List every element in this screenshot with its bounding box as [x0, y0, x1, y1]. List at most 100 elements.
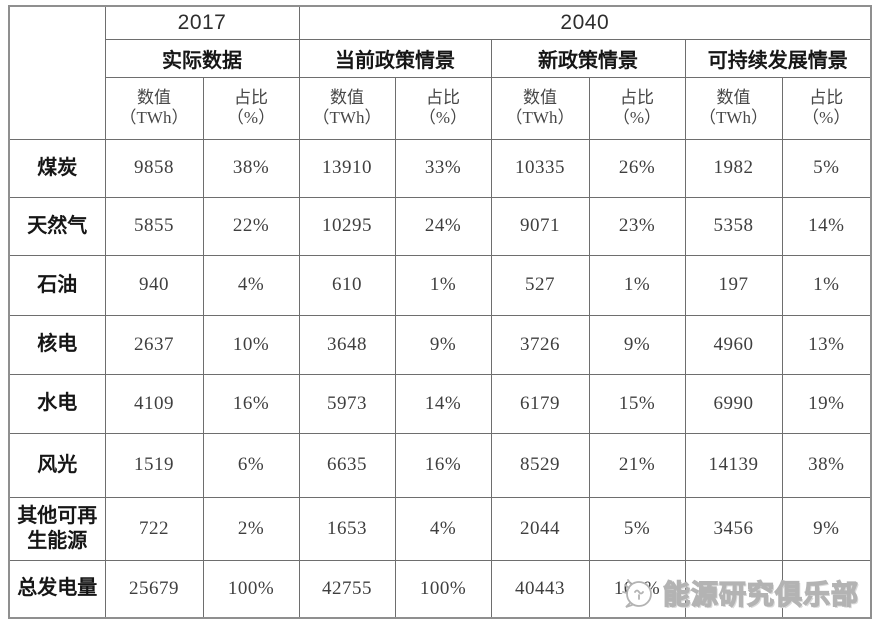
metric-share-unit: （%）	[612, 108, 662, 127]
data-cell: 10335	[490, 138, 590, 198]
data-cell: 3726	[490, 314, 590, 375]
data-cell: 21%	[588, 432, 686, 498]
data-cell: 26%	[588, 138, 686, 198]
data-cell: 24%	[394, 196, 492, 256]
table-row-nuclear: 核电 2637 10% 3648 9% 3726 9% 4960 13%	[8, 314, 872, 375]
data-cell: 13910	[298, 138, 396, 198]
data-cell: 527	[490, 254, 590, 316]
metric-header-share: 占比 （%）	[202, 76, 300, 140]
data-cell: 6%	[202, 432, 300, 498]
year-header-row: 2017 2040	[8, 5, 872, 140]
data-cell: 1%	[781, 254, 872, 316]
row-label: 水电	[8, 373, 106, 434]
data-cell: 19%	[781, 373, 872, 434]
metric-header-value: 数值 （TWh）	[490, 76, 590, 140]
metric-value-unit: （TWh）	[312, 108, 382, 127]
data-cell: 10%	[202, 314, 300, 375]
data-cell: 100%	[588, 559, 686, 619]
data-cell: 16%	[202, 373, 300, 434]
data-cell: 1653	[298, 496, 396, 561]
data-cell: 15%	[588, 373, 686, 434]
metric-header-value: 数值 （TWh）	[104, 76, 204, 140]
metric-value-label: 数值	[523, 87, 557, 107]
data-cell: 9858	[104, 138, 204, 198]
data-cell: 3648	[298, 314, 396, 375]
scenario-header-sustainable: 可持续发展情景	[684, 38, 872, 78]
data-cell: 25679	[104, 559, 204, 619]
data-cell: 4109	[104, 373, 204, 434]
data-cell: 9%	[781, 496, 872, 561]
metric-share-label: 占比	[426, 87, 460, 107]
row-label: 天然气	[8, 196, 106, 256]
data-cell: 1519	[104, 432, 204, 498]
data-cell: 8529	[490, 432, 590, 498]
data-cell: 940	[104, 254, 204, 316]
data-cell: 5358	[684, 196, 783, 256]
year-header-2017: 2017	[104, 5, 300, 40]
data-cell: 610	[298, 254, 396, 316]
metric-value-unit: （TWh）	[505, 108, 575, 127]
data-cell: 23%	[588, 196, 686, 256]
row-label: 煤炭	[8, 138, 106, 198]
data-cell	[684, 559, 783, 619]
data-cell: 16%	[394, 432, 492, 498]
data-cell: 100%	[202, 559, 300, 619]
row-label: 核电	[8, 314, 106, 375]
scenario-header-actual: 实际数据	[104, 38, 300, 78]
data-cell: 1%	[588, 254, 686, 316]
data-cell: 1%	[394, 254, 492, 316]
data-cell: 5855	[104, 196, 204, 256]
data-cell: 14%	[394, 373, 492, 434]
data-cell	[781, 559, 872, 619]
row-label: 总发电量	[8, 559, 106, 619]
metric-header-row: 数值 （TWh） 占比 （%） 数值 （TWh） 占比 （%） 数值 （TW	[9, 76, 872, 140]
data-cell: 9071	[490, 196, 590, 256]
table-row-total-generation: 总发电量 25679 100% 42755 100% 40443 100%	[8, 559, 872, 619]
data-cell: 9%	[588, 314, 686, 375]
data-cell: 38%	[202, 138, 300, 198]
data-cell: 4960	[684, 314, 783, 375]
metric-header-value: 数值 （TWh）	[684, 76, 783, 140]
table-row-hydro: 水电 4109 16% 5973 14% 6179 15% 6990 19%	[8, 373, 872, 434]
data-cell: 5973	[298, 373, 396, 434]
data-cell: 42755	[298, 559, 396, 619]
metric-header-share: 占比 （%）	[781, 76, 872, 140]
metric-value-label: 数值	[330, 87, 364, 107]
table-row-wind-solar: 风光 1519 6% 6635 16% 8529 21% 14139 38%	[8, 432, 872, 498]
data-cell: 5%	[781, 138, 872, 198]
data-cell: 33%	[394, 138, 492, 198]
data-cell: 4%	[202, 254, 300, 316]
data-cell: 3456	[684, 496, 783, 561]
year-header-2040: 2040	[298, 5, 872, 40]
data-cell: 13%	[781, 314, 872, 375]
data-cell: 22%	[202, 196, 300, 256]
data-cell: 14139	[684, 432, 783, 498]
table-row-other-renewables: 其他可再生能源 722 2% 1653 4% 2044 5% 3456 9%	[8, 496, 872, 561]
data-cell: 40443	[490, 559, 590, 619]
metric-value-unit: （TWh）	[119, 108, 189, 127]
scenario-header-row: 实际数据 当前政策情景 新政策情景 可持续发展情景	[9, 38, 872, 78]
corner-cell	[8, 5, 106, 140]
scenario-header-current-policy: 当前政策情景	[298, 38, 492, 78]
metric-header-share: 占比 （%）	[394, 76, 492, 140]
data-cell: 6635	[298, 432, 396, 498]
metric-header-value: 数值 （TWh）	[298, 76, 396, 140]
metric-share-label: 占比	[620, 87, 654, 107]
metric-value-unit: （TWh）	[699, 108, 768, 127]
data-cell: 14%	[781, 196, 872, 256]
metric-header-share: 占比 （%）	[588, 76, 686, 140]
data-cell: 5%	[588, 496, 686, 561]
energy-generation-table: 2017 2040 实际数据 当前政策情景 新政策情景 可持续发展情景 数值 （…	[8, 5, 873, 619]
data-cell: 722	[104, 496, 204, 561]
data-cell: 38%	[781, 432, 872, 498]
row-label: 石油	[8, 254, 106, 316]
data-cell: 100%	[394, 559, 492, 619]
data-cell: 197	[684, 254, 783, 316]
data-cell: 1982	[684, 138, 783, 198]
metric-value-label: 数值	[716, 87, 751, 107]
data-cell: 2637	[104, 314, 204, 375]
table-row-coal: 煤炭 9858 38% 13910 33% 10335 26% 1982 5%	[8, 138, 872, 198]
metric-share-unit: （%）	[226, 108, 276, 127]
data-cell: 6179	[490, 373, 590, 434]
